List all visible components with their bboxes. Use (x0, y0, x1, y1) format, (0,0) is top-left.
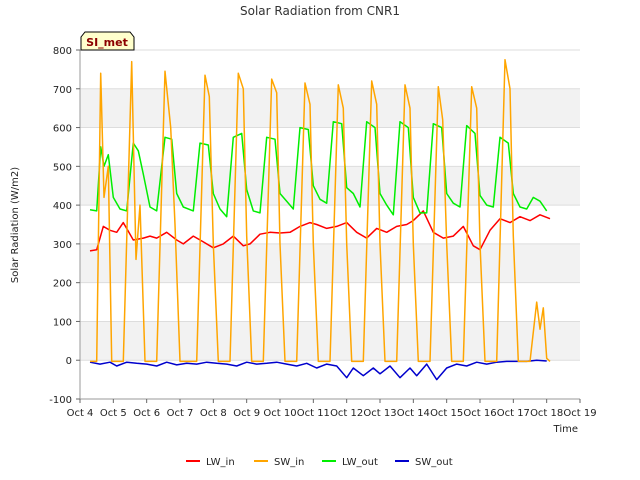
x-tick-label: Oct 7 (167, 408, 194, 419)
x-tick-label: Oct 18 (530, 408, 563, 419)
plot-band (80, 88, 580, 128)
y-tick-label: 400 (53, 201, 72, 212)
plot-band (80, 166, 580, 206)
legend-item-lw-out: LW_out (322, 457, 378, 468)
y-tick-label: 700 (53, 85, 72, 96)
y-tick-label: 0 (66, 356, 72, 367)
series-layer (89, 58, 551, 381)
x-axis-ticks: Oct 4 Oct 5 Oct 6 Oct 7 Oct 8 Oct 9 Oct 10 Oct … (67, 399, 597, 419)
y-tick-label: 500 (53, 162, 72, 173)
x-tick-label: Oct 5 (100, 408, 127, 419)
legend: LW_in SW_in LW_out SW_out (186, 457, 453, 468)
x-tick-label: Oct 8 (200, 408, 227, 419)
series-line-sw-out (89, 359, 547, 381)
x-tick-label: Oct 16 (463, 408, 496, 419)
x-tick-label: Oct 9 (233, 408, 260, 419)
series-line-lw-out (89, 120, 548, 218)
y-axis-title: Solar Radiation (W/m2) (10, 167, 21, 283)
legend-item-sw-out: SW_out (395, 457, 453, 468)
y-tick-label: 100 (53, 317, 72, 328)
legend-label: LW_in (206, 457, 235, 468)
legend-item-sw-in: SW_in (254, 457, 304, 468)
series-line-lw-in (89, 210, 551, 252)
station-label-box: SI_met (80, 31, 135, 51)
y-tick-label: 600 (53, 124, 72, 135)
station-label: SI_met (86, 36, 128, 49)
station-label-background (80, 31, 135, 51)
x-tick-label: Oct 19 (563, 408, 596, 419)
y-tick-label: -100 (49, 395, 72, 406)
series-line-sw-in (90, 58, 551, 363)
x-tick-label: Oct 10 (263, 408, 296, 419)
y-tick-label: 800 (53, 46, 72, 57)
y-axis-ticks: -100 0 100 200 300 400 500 600 700 800 (49, 46, 80, 406)
legend-label: SW_in (274, 457, 304, 468)
x-tick-label: Oct 15 (430, 408, 463, 419)
x-axis-title: Time (553, 424, 578, 435)
plot-band (80, 50, 580, 89)
y-tick-label: 200 (53, 279, 72, 290)
legend-item-lw-in: LW_in (186, 457, 235, 468)
x-tick-label: Oct 17 (497, 408, 530, 419)
y-tick-label: 300 (53, 240, 72, 251)
x-tick-label: Oct 13 (363, 408, 396, 419)
legend-label: LW_out (342, 457, 378, 468)
x-tick-label: Oct 4 (67, 408, 94, 419)
plot-band (80, 205, 580, 244)
x-tick-label: Oct 6 (133, 408, 160, 419)
x-tick-label: Oct 12 (330, 408, 363, 419)
chart-title: Solar Radiation from CNR1 (240, 4, 400, 18)
x-tick-label: Oct 11 (297, 408, 330, 419)
plot-band (80, 282, 580, 322)
legend-label: SW_out (415, 457, 453, 468)
plot-band (80, 243, 580, 283)
plot-band (80, 360, 580, 399)
x-tick-label: Oct 14 (397, 408, 430, 419)
